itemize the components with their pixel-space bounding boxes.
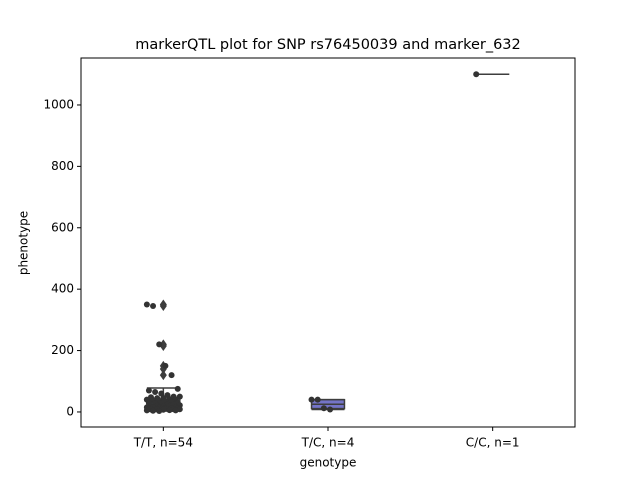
point: [152, 389, 159, 396]
y-axis-label: phenotype: [17, 211, 31, 275]
point: [158, 390, 165, 397]
point: [308, 396, 315, 403]
point: [168, 372, 175, 379]
chart-title: markerQTL plot for SNP rs76450039 and ma…: [135, 37, 521, 53]
point: [314, 396, 321, 403]
outlier: [159, 301, 167, 312]
x-axis-label: genotype: [300, 456, 357, 470]
x-tick-label: T/C, n=4: [301, 436, 355, 450]
point: [143, 301, 150, 308]
point: [473, 71, 480, 78]
x-tick-label: T/T, n=54: [133, 436, 193, 450]
point: [156, 408, 163, 415]
y-tick-label: 200: [51, 343, 74, 357]
outlier: [159, 370, 167, 381]
point: [172, 407, 179, 414]
point: [150, 303, 157, 310]
x-tick-label: C/C, n=1: [466, 436, 520, 450]
point: [162, 362, 169, 369]
point: [320, 405, 327, 412]
point: [150, 407, 157, 414]
point: [174, 385, 181, 392]
point: [156, 341, 163, 348]
y-tick-label: 400: [51, 282, 74, 296]
y-tick-label: 800: [51, 159, 74, 173]
axes-frame: [80, 57, 576, 428]
point: [143, 407, 150, 414]
y-tick-label: 1000: [43, 97, 74, 111]
point: [166, 407, 173, 414]
point: [176, 393, 183, 400]
point: [145, 387, 152, 394]
y-tick-label: 0: [66, 404, 74, 418]
y-tick-label: 600: [51, 220, 74, 234]
point: [327, 406, 334, 413]
